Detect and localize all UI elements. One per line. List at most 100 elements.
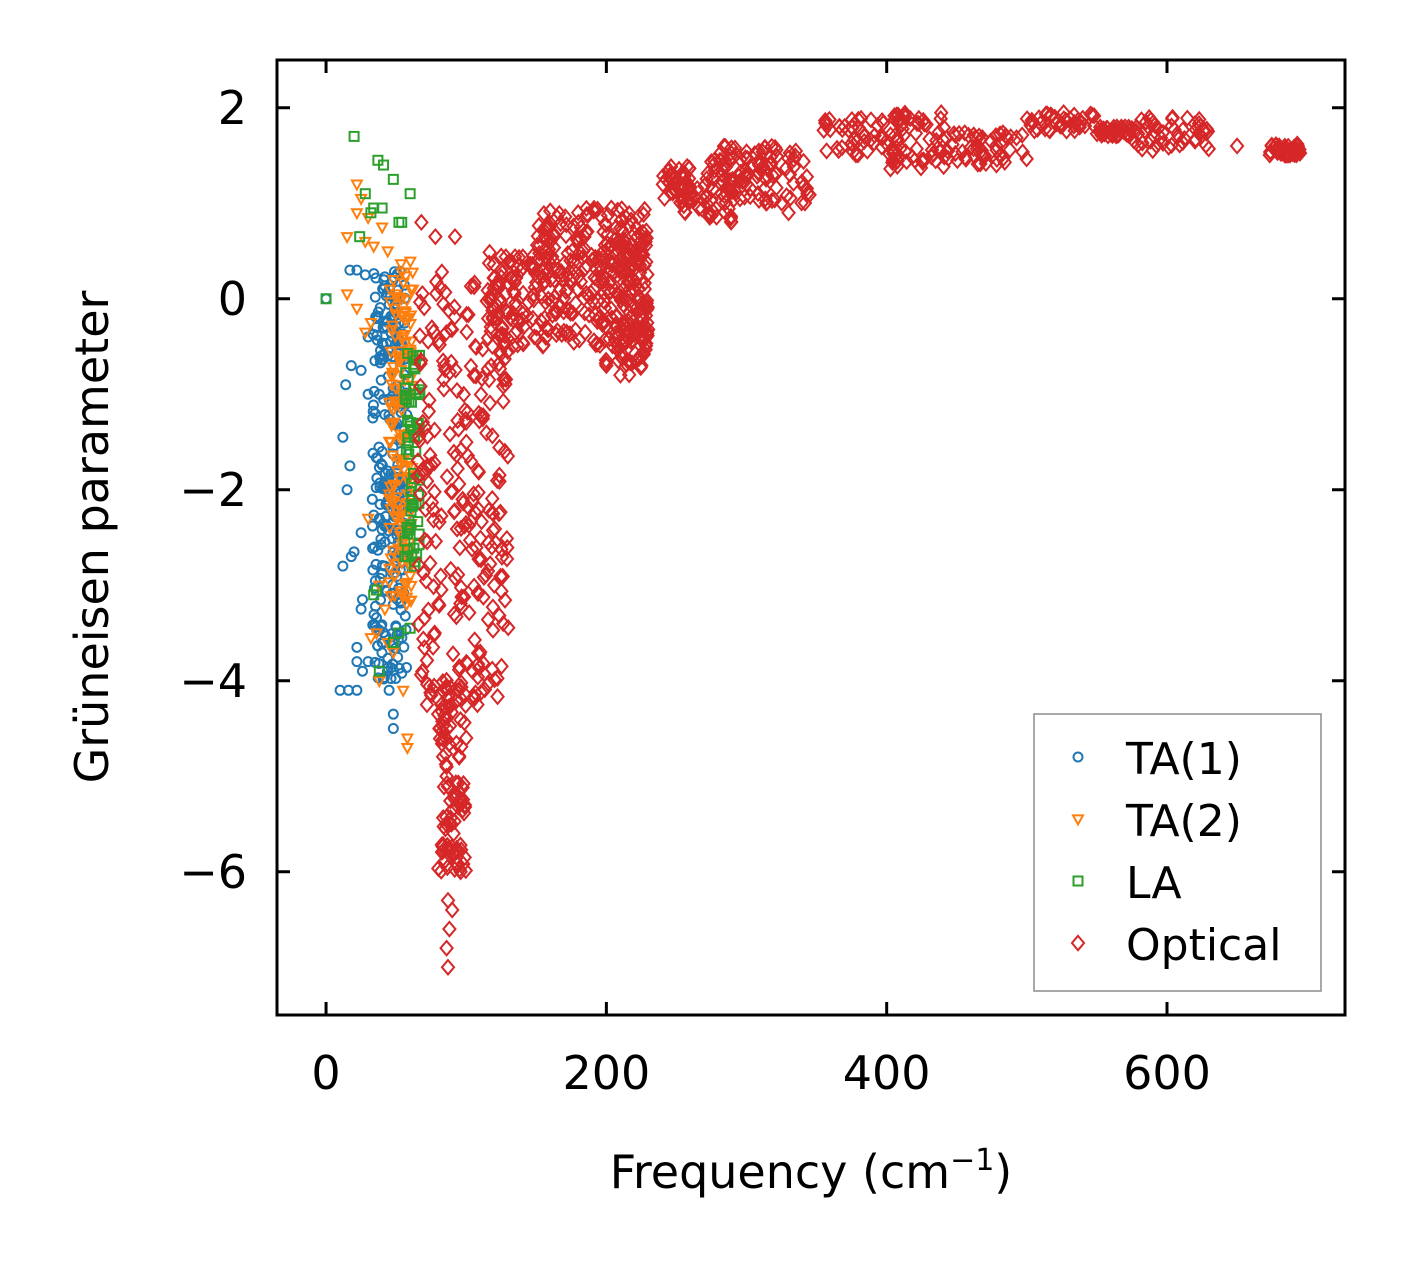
- data-point: [902, 109, 918, 128]
- data-point: [783, 189, 798, 207]
- data-point: [372, 676, 386, 689]
- data-point: [485, 621, 501, 639]
- data-point: [403, 571, 417, 584]
- data-point: [782, 144, 798, 162]
- data-point: [989, 150, 1005, 168]
- data-point: [461, 604, 477, 622]
- legend-marker-ta1: [1072, 751, 1084, 763]
- data-point: [1059, 122, 1074, 140]
- data-point: [369, 407, 381, 419]
- data-point: [399, 610, 411, 622]
- data-point: [587, 306, 603, 324]
- data-point: [412, 516, 424, 528]
- data-point: [439, 808, 454, 826]
- data-point: [340, 379, 352, 391]
- data-point: [1089, 125, 1105, 143]
- data-point: [505, 311, 521, 329]
- data-point: [542, 202, 558, 220]
- data-point: [386, 545, 400, 558]
- legend: TA(1) TA(2) LA Optical: [1033, 713, 1322, 992]
- data-point: [354, 231, 366, 243]
- data-point: [356, 594, 368, 606]
- data-point: [320, 293, 332, 305]
- data-point: [1134, 140, 1150, 158]
- data-point: [512, 256, 527, 274]
- data-point: [1164, 117, 1179, 135]
- data-point: [393, 216, 405, 228]
- data-point: [480, 610, 496, 629]
- data-point: [433, 507, 449, 525]
- data-point: [486, 255, 502, 274]
- data-point: [420, 332, 436, 350]
- data-point: [590, 200, 605, 218]
- plot-frame: [275, 58, 1347, 1017]
- data-point: [600, 206, 616, 224]
- y-tick-label: 2: [218, 81, 247, 135]
- data-point: [769, 147, 785, 166]
- data-point: [477, 681, 493, 699]
- data-point: [545, 306, 560, 324]
- data-point: [637, 200, 653, 219]
- data-point: [439, 671, 454, 690]
- data-point: [348, 130, 360, 142]
- data-point: [1155, 123, 1171, 142]
- data-point: [451, 681, 467, 699]
- data-point: [447, 786, 463, 805]
- data-point: [609, 307, 625, 326]
- data-point: [420, 601, 436, 619]
- data-point: [735, 172, 750, 191]
- data-point: [1037, 120, 1053, 138]
- data-point: [931, 123, 947, 142]
- data-point: [627, 225, 642, 243]
- data-point: [396, 277, 411, 290]
- data-point: [596, 292, 611, 310]
- data-point: [362, 656, 374, 668]
- data-point: [634, 356, 649, 375]
- data-point: [418, 500, 433, 519]
- data-point: [383, 522, 397, 535]
- data-point: [382, 577, 397, 590]
- data-point: [538, 328, 554, 347]
- data-point: [386, 496, 400, 509]
- data-point: [1075, 109, 1091, 127]
- legend-marker-la: [1072, 875, 1084, 887]
- data-point: [451, 420, 466, 438]
- data-point: [400, 733, 414, 746]
- data-point: [576, 289, 592, 308]
- data-point: [1096, 120, 1112, 138]
- data-point: [713, 152, 729, 170]
- data-point: [947, 144, 963, 163]
- data-point: [728, 183, 744, 202]
- data-point: [559, 323, 574, 341]
- data-point: [566, 333, 582, 351]
- data-point: [538, 319, 554, 337]
- data-point: [447, 843, 463, 862]
- data-point: [350, 303, 364, 316]
- data-point: [640, 265, 655, 284]
- data-point: [417, 609, 432, 627]
- data-point: [778, 159, 794, 177]
- data-point: [1002, 141, 1018, 159]
- data-point: [508, 269, 524, 287]
- data-point: [663, 158, 679, 176]
- data-point: [340, 289, 354, 302]
- data-point: [1161, 138, 1177, 156]
- data-point: [422, 554, 438, 572]
- data-point: [470, 668, 486, 686]
- data-point: [883, 126, 898, 144]
- data-point: [439, 324, 454, 342]
- data-point: [876, 114, 891, 132]
- data-point: [447, 298, 462, 316]
- data-point: [439, 939, 454, 957]
- data-point: [1164, 110, 1180, 128]
- data-point: [752, 164, 767, 182]
- data-point: [704, 191, 719, 209]
- data-point: [831, 117, 847, 136]
- data-point: [681, 178, 697, 196]
- legend-label-optical: Optical: [1126, 920, 1281, 971]
- data-point: [445, 645, 461, 663]
- data-point: [542, 270, 558, 289]
- data-point: [351, 264, 363, 276]
- data-point: [499, 529, 515, 548]
- data-point: [484, 538, 500, 556]
